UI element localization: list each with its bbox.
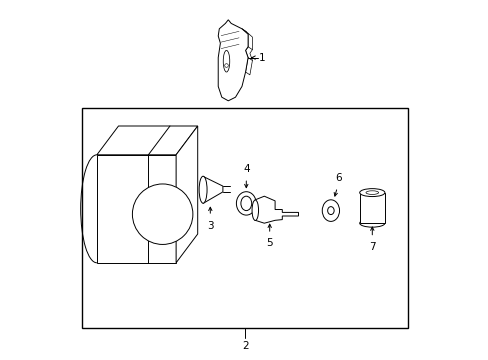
Circle shape <box>224 64 228 67</box>
Text: 7: 7 <box>368 242 375 252</box>
Polygon shape <box>176 126 197 263</box>
Polygon shape <box>218 20 247 101</box>
FancyBboxPatch shape <box>82 108 407 328</box>
Text: 4: 4 <box>243 164 249 174</box>
Ellipse shape <box>236 192 256 215</box>
Ellipse shape <box>322 200 339 221</box>
Text: 1: 1 <box>258 53 265 63</box>
Ellipse shape <box>251 200 258 220</box>
Ellipse shape <box>359 219 384 227</box>
FancyBboxPatch shape <box>359 193 384 223</box>
Ellipse shape <box>359 189 384 197</box>
Ellipse shape <box>199 176 206 203</box>
Text: 5: 5 <box>266 238 272 248</box>
Ellipse shape <box>327 207 333 215</box>
Ellipse shape <box>223 50 229 72</box>
Ellipse shape <box>365 191 378 194</box>
Polygon shape <box>97 126 197 155</box>
Ellipse shape <box>241 196 251 211</box>
Polygon shape <box>242 29 252 75</box>
Circle shape <box>132 184 192 244</box>
Polygon shape <box>255 196 298 223</box>
FancyBboxPatch shape <box>97 155 176 263</box>
Text: 6: 6 <box>335 173 342 183</box>
Polygon shape <box>203 176 223 203</box>
Text: 2: 2 <box>242 341 248 351</box>
Text: 3: 3 <box>206 221 213 231</box>
